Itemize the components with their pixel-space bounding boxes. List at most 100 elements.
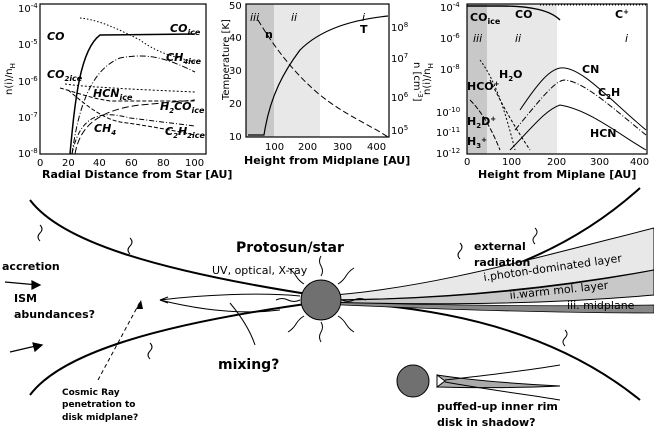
left-label-ch4: CH4 [94,122,116,137]
left-xtick-80: 80 [157,158,170,169]
left-curve-h2co-ice [74,99,196,155]
right-label-c2h: C2H [598,86,620,101]
left-curve-hcn-ice [59,87,195,102]
right-region-i-label: i [625,32,628,45]
left-ytick-1: 10-4 [18,2,38,15]
left-xtick-0: 0 [37,158,43,169]
right-curve-h2o [489,79,531,151]
right-label-hco: HCO+ [467,80,500,93]
left-curves [59,17,196,155]
middle-curve-temperature [248,15,389,136]
protostar-sphere [300,279,342,321]
mixing-arrow-line [229,302,256,346]
left-ylabel: n(i)/nH [4,63,17,95]
squiggle-3 [532,227,538,245]
left-label-co-ice: COice [170,22,201,37]
right-ytick-1: 10-4 [440,1,460,14]
right-xtick-100: 100 [502,157,521,168]
ray-upper-right [337,267,355,285]
squiggle-5 [147,342,153,360]
right-label-h2d: H2D+ [467,115,496,130]
right-xtick-300: 300 [590,157,609,168]
middle-plot-frame [245,3,390,138]
ray-upper-left [287,267,305,285]
middle-xtick-300: 300 [333,142,352,153]
right-region-ii-label: ii [515,32,521,45]
mixing-label: mixing? [218,357,279,373]
puffed-rim-edge [436,374,446,388]
middle-region-iii-shade [246,4,274,137]
right-ytick-2: 10-6 [440,32,460,45]
middle-ytick-50: 50 [229,1,242,12]
left-ytick-3: 10-6 [18,75,38,88]
abundances-label: abundances? [14,308,95,321]
squiggle-2 [127,237,133,255]
left-ytick-4: 10-7 [18,111,38,124]
squiggle-6 [562,329,568,347]
mixing-loops [159,293,301,346]
middle-xticks: 100 200 300 400 [265,142,386,153]
middle-yticks-right: 108 107 106 105 [391,21,409,137]
middle-ytick-10: 10 [229,132,242,143]
right-label-cn: CN [582,63,599,76]
shadow-boundary-lines [444,364,561,401]
panel-middle: Temperature [K] 10 20 30 40 50 108 107 1… [221,1,424,167]
middle-curve-t-label: T [360,23,368,36]
left-xlabel: Radial Distance from Star [AU] [42,168,232,181]
middle-region-ii-shade [274,4,320,137]
cosmic-ray-arrow [97,301,141,381]
external-radiation-squiggles [37,224,568,360]
left-yticks: 10-4 10-5 10-6 10-7 10-8 [18,2,38,160]
left-ytick-2: 10-5 [18,38,38,51]
external-label: external [474,240,526,253]
left-xtick-100: 100 [185,158,204,169]
right-plot-frame [466,3,648,155]
mixing-arrowhead-1 [159,296,169,304]
accretion-arrowhead-1 [31,280,42,290]
middle-xtick-100: 100 [265,142,284,153]
left-label-c2h2-ice: C2H2ice [165,125,206,140]
middle-ytick-r3: 106 [391,91,409,104]
right-region-iii-label: iii [473,32,482,45]
ray-down [319,321,323,343]
left-curve-ch4 [67,89,196,136]
middle-region-iii-label: iii [250,11,259,24]
left-curve-ch4-ice [71,55,196,155]
ray-right [341,298,367,302]
squiggle-1 [37,224,43,242]
left-curve-c2h2-ice [71,114,196,155]
right-curve-hcn [509,104,647,151]
cosmic-ray-line3: disk midplane? [62,413,138,423]
right-yticks: 10-4 10-6 10-8 10-10 10-11 10-12 [436,1,460,160]
ray-lower-left [287,315,305,333]
right-ytick-3: 10-8 [440,63,460,76]
left-xticks: 0 20 40 60 80 100 [37,158,204,169]
right-label-co-ice: COice [470,11,501,26]
right-xtick-0: 0 [464,157,470,168]
middle-ytick-30: 30 [229,66,242,77]
left-curve-co-ice [69,33,196,155]
middle-ytick-20: 20 [229,99,242,110]
protostar-title: Protosun/star [236,240,344,256]
disk-diagram: Protosun/star UV, optical, X-ray externa… [2,187,654,429]
accretion-arrowhead-2 [32,342,44,353]
right-curve-cn [519,67,647,131]
middle-ytick-r1: 108 [391,21,408,34]
right-label-h2o: H2O [499,68,522,83]
middle-ytick-r2: 107 [391,52,408,65]
cosmic-ray-arrowhead [136,300,143,309]
middle-xtick-400: 400 [367,142,386,153]
middle-curve-density [257,19,389,138]
left-plot-frame [39,3,207,155]
puffed-rim-line2: disk in shadow? [437,416,536,429]
middle-curve-n-label: n [265,28,273,41]
left-label-ch4-ice: CH4ice [166,51,202,66]
left-label-h2co-ice: H2COice [160,100,205,115]
middle-yticks-left: 10 20 30 40 50 [229,1,242,143]
squiggle-4 [457,242,463,260]
middle-ylabel-right: n [cm-3] [411,62,424,102]
left-curve-co2-ice [64,83,196,93]
middle-region-i-label: i [362,11,365,24]
left-xtick-60: 60 [125,158,138,169]
